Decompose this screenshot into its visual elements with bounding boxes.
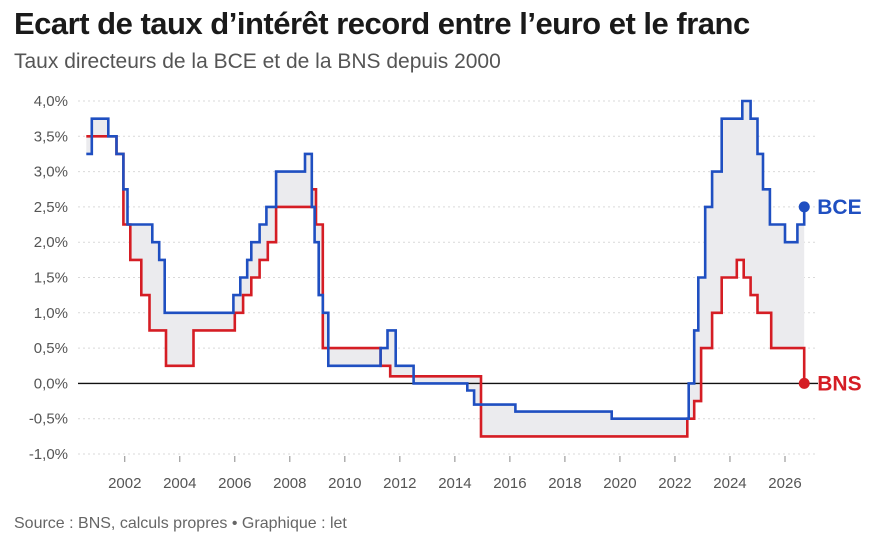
x-tick-label: 2026 <box>768 475 801 492</box>
y-axis-ticks: -1,0% -0,5% 0,0% 0,5% 1,0% 1,5% 2,0% 2,5% 3,0% 3,… <box>29 93 68 463</box>
x-tick-label: 2012 <box>383 475 416 492</box>
x-tick-label: 2002 <box>108 475 141 492</box>
x-tick-label: 2006 <box>218 475 251 492</box>
y-tick-label: 0,5% <box>34 340 68 357</box>
x-tick-label: 2008 <box>273 475 306 492</box>
source-note: Source : BNS, calculs propres • Graphiqu… <box>14 515 347 532</box>
y-tick-label: 2,0% <box>34 234 68 251</box>
chart-subtitle: Taux directeurs de la BCE et de la BNS d… <box>14 50 501 73</box>
end-labels: BCE BNS <box>798 196 862 395</box>
y-tick-label: 3,0% <box>34 164 68 181</box>
x-tick-label: 2018 <box>548 475 581 492</box>
x-tick-label: 2010 <box>328 475 361 492</box>
y-tick-label: 1,0% <box>34 305 68 322</box>
x-tick-label: 2004 <box>163 475 196 492</box>
series-lines <box>86 99 806 438</box>
end-marker-bns <box>798 377 810 389</box>
x-tick-label: 2016 <box>493 475 526 492</box>
y-tick-label: 2,5% <box>34 199 68 216</box>
x-axis-ticks: 2002 2004 2006 2008 2010 2012 2014 2016 2018 2020… <box>108 456 802 492</box>
series-line-bce <box>86 99 806 421</box>
series-label-bns: BNS <box>817 372 861 395</box>
y-tick-label: 1,5% <box>34 270 68 287</box>
series-label-bce: BCE <box>817 196 861 219</box>
y-tick-label: 4,0% <box>34 93 68 110</box>
y-tick-label: -0,5% <box>29 411 68 428</box>
rate-gap-area <box>86 101 805 437</box>
y-tick-label: 3,5% <box>34 128 68 145</box>
y-tick-label: 0,0% <box>34 375 68 392</box>
y-tick-label: -1,0% <box>29 446 68 463</box>
gap-area <box>86 101 805 437</box>
series-line-bns <box>86 135 806 438</box>
end-marker-bce <box>798 201 810 213</box>
x-tick-label: 2014 <box>438 475 471 492</box>
x-tick-label: 2022 <box>658 475 691 492</box>
x-tick-label: 2020 <box>603 475 636 492</box>
x-tick-label: 2024 <box>713 475 746 492</box>
chart-title: Ecart de taux d’intérêt record entre l’e… <box>14 6 750 41</box>
